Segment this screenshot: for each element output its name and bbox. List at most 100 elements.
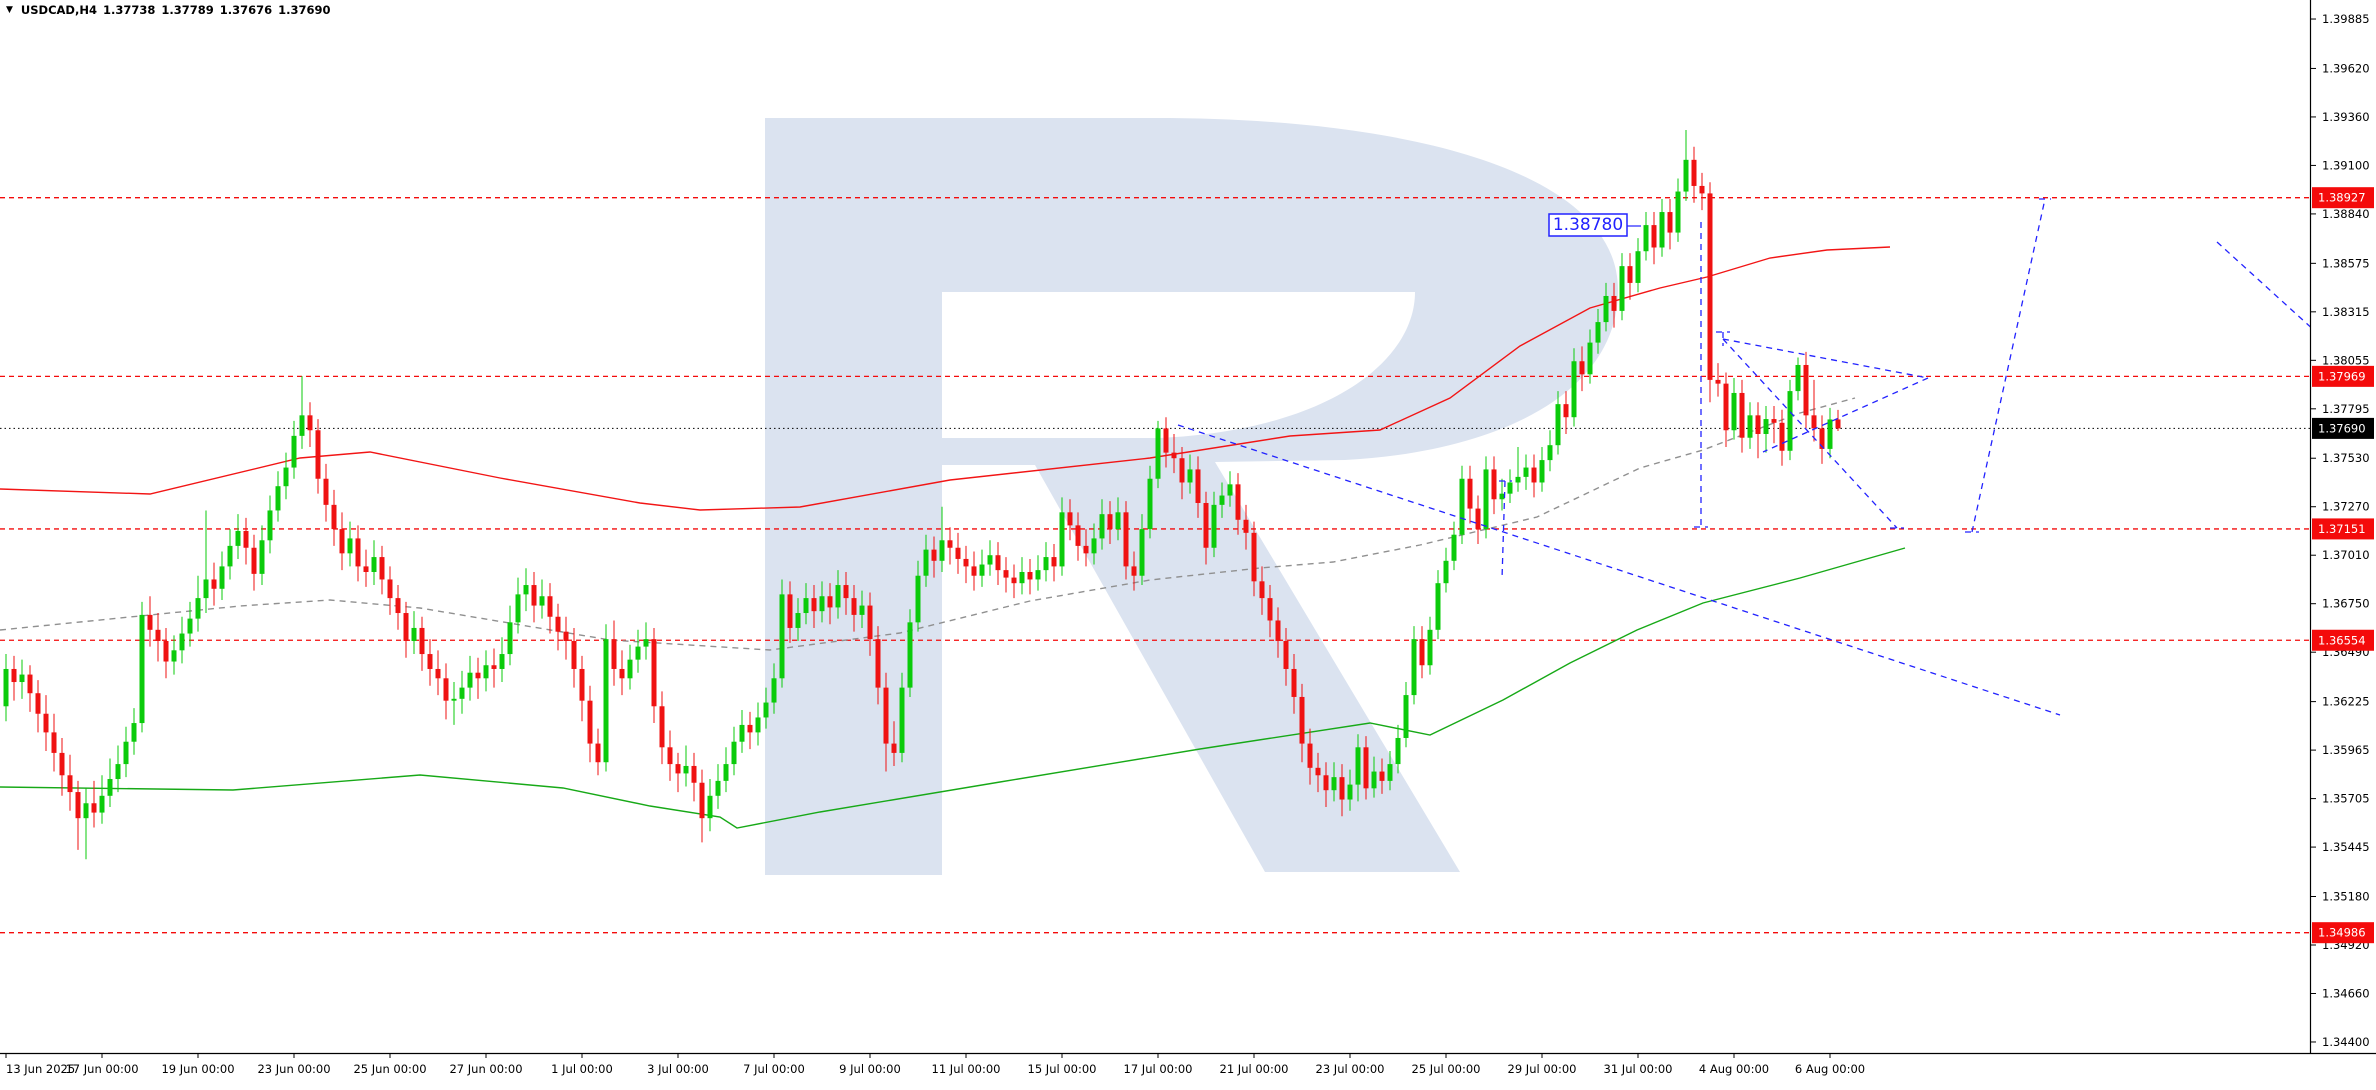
time-tick-label[interactable]: 21 Jul 00:00 (1220, 1062, 1289, 1076)
candle-body (603, 639, 609, 763)
candle-body (1179, 458, 1185, 483)
candle-body (763, 702, 769, 718)
candle (1827, 407, 1833, 459)
time-tick-label[interactable]: 23 Jun 00:00 (257, 1062, 330, 1076)
time-tick-label[interactable]: 9 Jul 00:00 (839, 1062, 901, 1076)
candle (499, 637, 505, 683)
candle (51, 713, 57, 772)
candle-body (1219, 495, 1225, 505)
time-tick-label[interactable]: 15 Jul 00:00 (1028, 1062, 1097, 1076)
candle-body (35, 693, 41, 714)
candle-body (155, 629, 161, 642)
candle-body (875, 639, 881, 688)
time-tick-label[interactable]: 3 Jul 00:00 (647, 1062, 709, 1076)
projection-up-line[interactable] (1971, 198, 2046, 533)
candle-body (1723, 383, 1729, 431)
candle (1723, 372, 1729, 448)
candle (723, 747, 729, 793)
candle-body (243, 530, 249, 548)
price-tick-label: 1.38575 (2322, 256, 2370, 270)
level-lines[interactable] (0, 197, 2310, 934)
time-tick-label[interactable]: 17 Jun 00:00 (65, 1062, 138, 1076)
candle-body (523, 585, 529, 595)
time-tick-label[interactable]: 13 Jun 2025 (6, 1062, 75, 1076)
candle (243, 517, 249, 565)
chart-header: ▼ USDCAD,H4 1.37738 1.37789 1.37676 1.37… (6, 3, 331, 17)
candle (795, 598, 801, 642)
candle (467, 655, 473, 701)
candle-body (1803, 364, 1809, 416)
price-tick-label: 1.39360 (2322, 110, 2370, 124)
candle-body (483, 665, 489, 679)
price-tick-label: 1.37270 (2322, 500, 2370, 514)
candle (1475, 495, 1481, 545)
candle-body (987, 555, 993, 565)
candle (579, 655, 585, 722)
candle-body (1115, 512, 1121, 530)
candle-body (787, 594, 793, 628)
candle-body (1539, 460, 1545, 483)
candle-body (1267, 598, 1273, 621)
price-axis[interactable]: 1.39885 1.39620 1.39360 1.39100 1.38840 1.385… (2309, 0, 2376, 1090)
candle-body (419, 627, 425, 655)
triangle-bottom-line[interactable] (1762, 377, 1929, 453)
collapse-icon[interactable]: ▼ (6, 5, 13, 15)
candle (1043, 542, 1049, 582)
descending-trendline[interactable] (1177, 424, 2061, 716)
candle-body (1811, 415, 1817, 429)
time-tick-label[interactable]: 29 Jul 00:00 (1508, 1062, 1577, 1076)
time-tick-label[interactable]: 19 Jun 00:00 (161, 1062, 234, 1076)
candle-body (1379, 771, 1385, 781)
time-tick-label[interactable]: 31 Jul 00:00 (1604, 1062, 1673, 1076)
candle (91, 780, 97, 828)
candle (1659, 198, 1665, 257)
time-tick-label[interactable]: 17 Jul 00:00 (1124, 1062, 1193, 1076)
candle-body (371, 557, 377, 572)
candle (1099, 499, 1105, 550)
candle (307, 402, 313, 448)
candle (1763, 406, 1769, 453)
price-callout-label[interactable]: 1.38780 (1548, 213, 1641, 237)
candle (787, 581, 793, 643)
candle (331, 489, 337, 546)
candle (275, 471, 281, 522)
candle (1395, 724, 1401, 774)
time-tick-label[interactable]: 6 Aug 00:00 (1795, 1062, 1865, 1076)
time-tick-label[interactable]: 27 Jun 00:00 (449, 1062, 522, 1076)
candle (1235, 473, 1241, 535)
callout-box[interactable] (1548, 213, 1628, 237)
candle-body (291, 435, 297, 468)
candle (947, 527, 953, 565)
trendline-drawings[interactable] (1177, 198, 2317, 716)
candle-body (755, 717, 761, 733)
time-tick-label[interactable]: 25 Jul 00:00 (1412, 1062, 1481, 1076)
time-tick-label[interactable]: 1 Jul 00:00 (551, 1062, 613, 1076)
candle-body (579, 668, 585, 701)
candle-body (1795, 364, 1801, 392)
candle-body (947, 540, 953, 548)
time-tick-label[interactable]: 23 Jul 00:00 (1316, 1062, 1385, 1076)
candle-body (1771, 419, 1777, 423)
time-tick-label[interactable]: 4 Aug 00:00 (1699, 1062, 1769, 1076)
time-tick-label[interactable]: 7 Jul 00:00 (743, 1062, 805, 1076)
candle-body (1331, 777, 1337, 791)
price-badge (2312, 365, 2374, 387)
candle-body (1435, 583, 1441, 630)
measured-move-line[interactable] (1722, 338, 1898, 529)
candle-body (75, 792, 81, 819)
candle-body (435, 668, 441, 679)
time-tick-label[interactable]: 25 Jun 00:00 (353, 1062, 426, 1076)
candle (203, 510, 209, 614)
candle-body (387, 579, 393, 599)
triangle-top-line[interactable] (1722, 338, 1929, 379)
candle-body (555, 616, 561, 632)
candle (1131, 551, 1137, 591)
candle-body (1003, 570, 1009, 578)
time-tick-label[interactable]: 11 Jul 00:00 (932, 1062, 1001, 1076)
candle (179, 616, 185, 664)
small-vertical-line[interactable] (1501, 480, 1506, 580)
candle-body (1099, 514, 1105, 539)
right-falling-segment[interactable] (2216, 241, 2317, 333)
